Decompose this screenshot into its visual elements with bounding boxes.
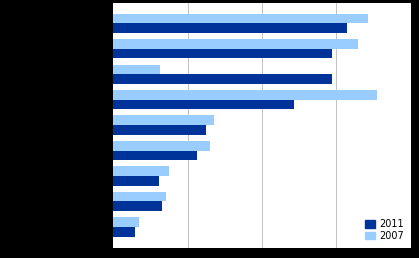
- Bar: [113, 201, 162, 211]
- Bar: [113, 192, 166, 201]
- Bar: [113, 217, 140, 227]
- Bar: [113, 141, 210, 151]
- Bar: [113, 74, 332, 84]
- Bar: [113, 151, 197, 160]
- Bar: [113, 116, 214, 125]
- Bar: [113, 64, 160, 74]
- Bar: [113, 100, 294, 109]
- Bar: [113, 49, 332, 59]
- Bar: [113, 166, 169, 176]
- Bar: [113, 14, 368, 23]
- Bar: [113, 23, 347, 33]
- Bar: [113, 176, 159, 186]
- Bar: [113, 39, 358, 49]
- Legend: 2011, 2007: 2011, 2007: [364, 217, 406, 243]
- Bar: [113, 227, 135, 237]
- Bar: [113, 125, 206, 135]
- Bar: [113, 90, 378, 100]
